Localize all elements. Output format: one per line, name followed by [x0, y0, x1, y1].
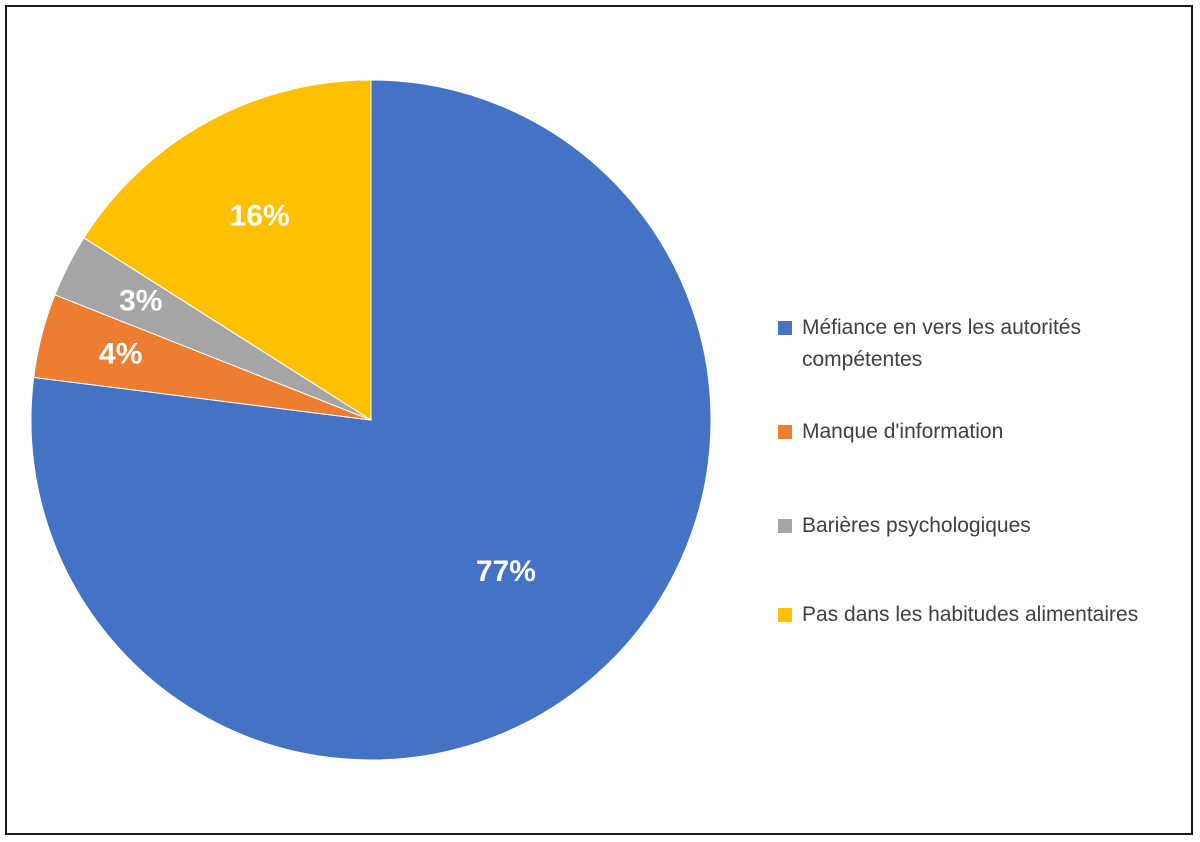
- legend-label: Pas dans les habitudes alimentaires: [802, 603, 1139, 626]
- pie-slices: [30, 79, 712, 761]
- legend-swatch: [778, 519, 792, 533]
- legend-item-mefiance: Méfiance en vers les autorités compétent…: [778, 312, 1178, 376]
- data-label: 16%: [230, 199, 290, 232]
- data-label: 4%: [99, 338, 142, 371]
- data-label: 3%: [119, 285, 162, 318]
- pie-data-labels: 77% 4% 3% 16%: [99, 199, 536, 588]
- legend-item-barrieres-psychologiques: Barières psychologiques: [778, 510, 1178, 542]
- legend: Méfiance en vers les autorités compétent…: [778, 312, 1178, 631]
- legend-label: Méfiance en vers les autorités compétent…: [802, 316, 1081, 371]
- legend-item-manque-information: Manque d'information: [778, 416, 1178, 448]
- legend-swatch: [778, 608, 792, 622]
- legend-swatch: [778, 321, 792, 335]
- legend-label: Manque d'information: [802, 420, 1004, 443]
- slice-habitudes-alimentaires: [83, 79, 372, 421]
- data-label: 77%: [476, 555, 536, 588]
- legend-label: Barières psychologiques: [802, 514, 1031, 537]
- legend-item-habitudes-alimentaires: Pas dans les habitudes alimentaires: [778, 599, 1178, 631]
- legend-swatch: [778, 425, 792, 439]
